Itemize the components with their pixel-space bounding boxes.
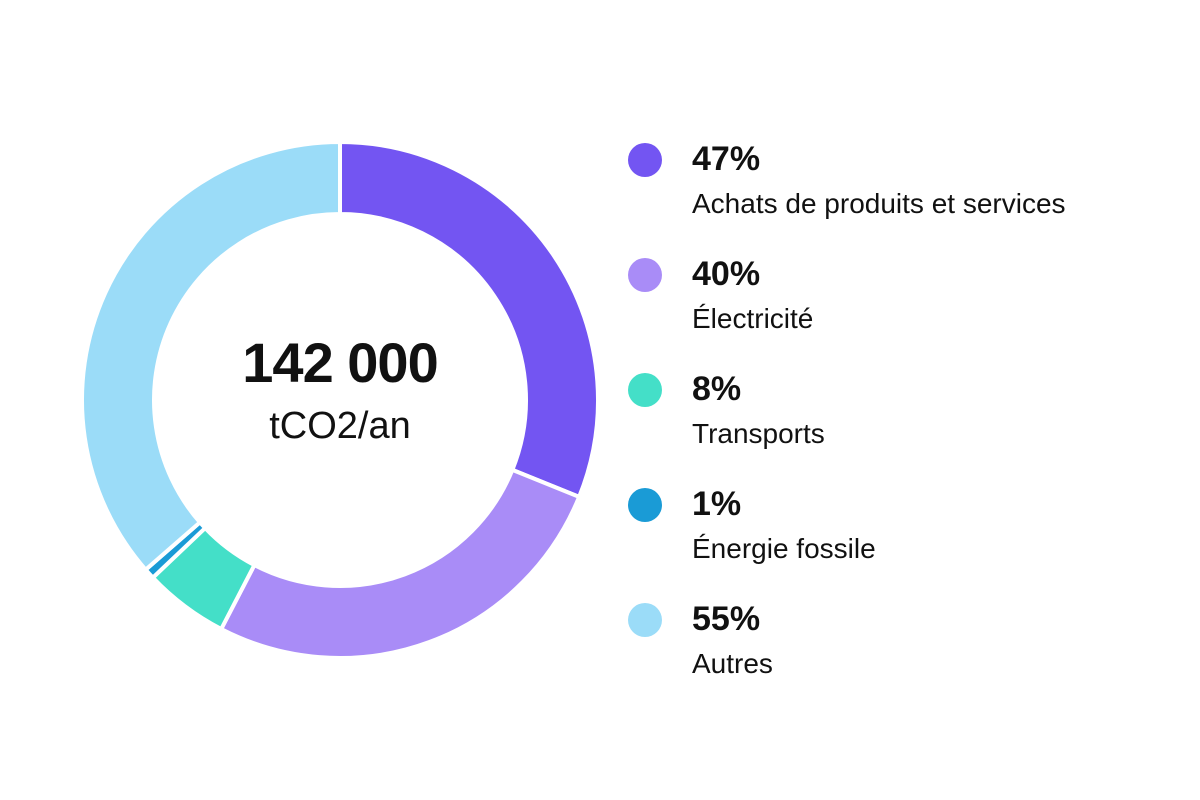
legend-label-autres: Autres: [692, 648, 773, 679]
legend-percent-transports: 8%: [692, 370, 742, 408]
donut-slice-1: [219, 467, 582, 660]
total-emissions-value: 142 000: [242, 331, 438, 394]
legend-percent-electricite: 40%: [692, 255, 761, 293]
legend-swatch-autres: [628, 603, 662, 637]
legend-swatch-electricite: [628, 258, 662, 292]
legend-percent-autres: 55%: [692, 600, 761, 638]
legend-swatch-energie-fossile: [628, 488, 662, 522]
legend-label-energie-fossile: Énergie fossile: [692, 533, 876, 564]
legend-percent-achats: 47%: [692, 140, 761, 178]
legend-swatch-achats: [628, 143, 662, 177]
legend-swatch-transports: [628, 373, 662, 407]
donut-slice-4: [80, 140, 342, 572]
donut-slice-0: [338, 140, 600, 499]
donut-chart: [80, 140, 600, 660]
legend-label-achats: Achats de produits et services: [692, 188, 1066, 219]
legend-percent-energie-fossile: 1%: [692, 485, 742, 523]
legend-label-electricite: Électricité: [692, 303, 814, 334]
legend-label-transports: Transports: [692, 418, 825, 449]
total-emissions-unit: tCO2/an: [269, 405, 411, 447]
